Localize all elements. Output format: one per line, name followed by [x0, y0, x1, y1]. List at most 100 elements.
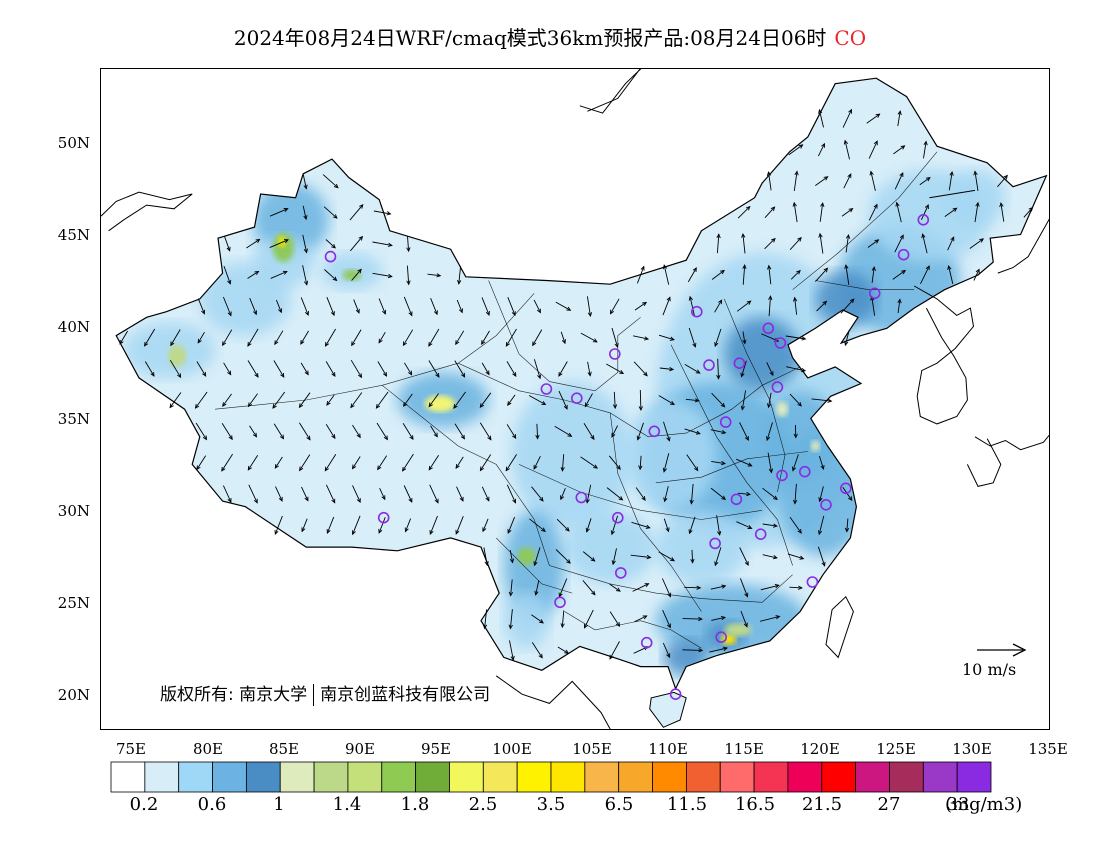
wind-arrow [270, 270, 288, 279]
wind-arrow [326, 516, 335, 534]
wind-arrow [973, 268, 980, 281]
colorbar-swatch [245, 761, 281, 793]
station-marker [690, 305, 703, 318]
wind-arrow [555, 301, 572, 311]
lon-label: 110E [648, 740, 688, 758]
wind-arrow [690, 549, 695, 564]
wind-arrow [272, 391, 286, 409]
colorbar-label: 2.5 [468, 794, 498, 815]
colorbar-label: 3.5 [536, 794, 566, 815]
wind-arrow [169, 392, 182, 409]
province-border [488, 280, 641, 392]
wind-arrow [969, 238, 985, 249]
wind-arrow [716, 358, 721, 380]
wind-arrow [818, 232, 824, 254]
wind-arrow [736, 458, 753, 467]
station-marker [611, 511, 624, 524]
co-hotspot [517, 547, 536, 566]
wind-arrow [302, 205, 308, 221]
wind-arrow [427, 273, 442, 278]
wind-arrow [920, 265, 930, 284]
wind-arrow [456, 299, 463, 314]
wind-arrow [710, 429, 727, 435]
colorbar-swatch [449, 761, 484, 793]
wind-arrow [506, 484, 517, 504]
colorbar-swatch [144, 761, 180, 793]
wind-arrow [843, 139, 850, 160]
wind-arrow [349, 204, 364, 221]
wind-arrow [454, 360, 466, 378]
station-marker [648, 425, 661, 438]
wind-arrow [633, 361, 648, 377]
co-hotspot [424, 395, 456, 413]
wind-arrow [920, 204, 929, 220]
wind-arrow [273, 423, 285, 440]
wind-arrow [610, 298, 620, 315]
wind-arrow [404, 362, 413, 376]
lon-label: 130E [952, 740, 992, 758]
station-marker [798, 465, 811, 478]
map-title: 2024年08月24日WRF/cmaq模式36km预报产品:08月24日06时 C… [0, 22, 1100, 51]
colorbar-swatch [922, 761, 958, 793]
wind-arrow [817, 142, 825, 157]
wind-arrow [481, 362, 490, 376]
wind-arrow [687, 267, 697, 283]
wind-arrow [351, 456, 361, 470]
wind-arrow [711, 269, 725, 280]
wind-arrow [558, 390, 568, 410]
wind-arrow [688, 516, 696, 535]
wind-arrow [682, 616, 703, 622]
wind-arrow [789, 236, 802, 251]
wind-arrow [351, 268, 362, 281]
wind-arrow [792, 201, 798, 223]
wind-arrow [247, 270, 260, 279]
wind-arrow [999, 202, 1005, 222]
co-high-patch [655, 510, 748, 584]
wind-arrow [300, 362, 309, 376]
station-marker [575, 491, 588, 504]
wind-arrow [818, 108, 824, 128]
wind-arrow [766, 171, 772, 191]
wind-arrow [815, 176, 829, 186]
wind-arrow [456, 486, 464, 502]
wind-arrow [196, 455, 207, 471]
wind-arrow [737, 205, 751, 219]
province-border [609, 412, 702, 612]
wind-arrow [531, 486, 544, 502]
wind-arrow [611, 425, 619, 438]
wind-arrow [247, 360, 259, 378]
colorbar-label: 21.5 [801, 794, 843, 815]
colorbar-swatch [516, 761, 552, 793]
wind-arrow [353, 299, 360, 314]
wind-arrow [506, 361, 517, 377]
wind-arrow [711, 460, 727, 466]
station-marker [703, 359, 715, 371]
colorbar-swatch [889, 761, 924, 793]
wind-arrow [375, 391, 389, 409]
wind-arrow [247, 454, 259, 471]
wind-arrow [897, 298, 902, 314]
co-high-patch [663, 639, 709, 676]
copyright-left: 版权所有: 南京大学 [160, 685, 308, 705]
wind-arrow [560, 331, 566, 345]
wind-arrow [766, 392, 772, 409]
wind-arrow [818, 455, 825, 470]
station-marker [608, 348, 621, 360]
wind-arrow [736, 521, 753, 529]
wind-arrow [534, 580, 540, 596]
wind-arrow [428, 454, 439, 471]
lon-label: 95E [420, 740, 452, 758]
colorbar-swatch [347, 761, 383, 793]
coastline [913, 285, 975, 425]
wind-arrow [790, 269, 801, 280]
station-marker [377, 511, 390, 524]
colorbar-swatch [550, 761, 586, 793]
wind-arrow [662, 296, 671, 316]
wind-arrow [350, 359, 363, 379]
co-hotspot [278, 236, 286, 248]
wind-arrow [479, 422, 492, 441]
wind-arrow [684, 428, 701, 435]
wind-arrow [716, 233, 721, 254]
wind-arrow [895, 201, 902, 223]
wind-arrow [606, 363, 625, 375]
